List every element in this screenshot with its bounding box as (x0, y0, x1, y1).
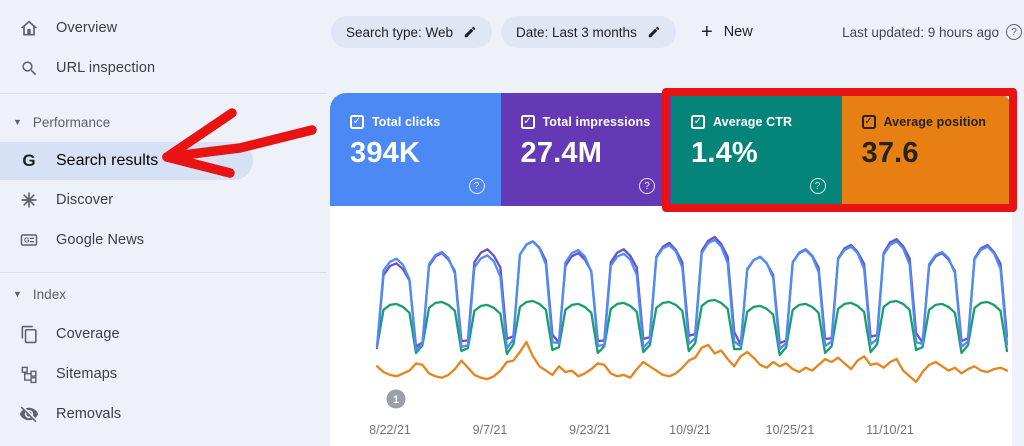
search-icon (18, 59, 40, 78)
performance-report-panel: ✓ Total clicks 394K ? ✓ Total impression… (330, 93, 1012, 446)
help-icon[interactable]: ? (1006, 24, 1022, 40)
checkbox-checked-icon[interactable]: ✓ (861, 115, 876, 129)
sidebar-item-label: Coverage (56, 326, 120, 342)
sidebar-item-label: Overview (56, 20, 118, 36)
edit-pencil-icon[interactable] (647, 25, 661, 39)
metric-card-average-ctr[interactable]: ✓ Average CTR 1.4% ? (671, 93, 842, 206)
sidebar-item-search-results[interactable]: G Search results (0, 142, 253, 180)
performance-chart[interactable]: 8/22/21 9/7/21 9/23/21 10/9/21 10/25/21 11/10… (335, 215, 1024, 446)
sitemap-icon (18, 365, 40, 384)
chart-line-position (375, 340, 1009, 384)
sidebar-item-label: URL inspection (56, 60, 156, 76)
pages-icon (18, 325, 40, 344)
sidebar-item-google-news[interactable]: G Google News (0, 220, 327, 260)
date-range-chip[interactable]: Date: Last 3 months (501, 16, 676, 48)
sidebar-item-url-inspection[interactable]: URL inspection (0, 48, 327, 88)
x-axis-tick-label: 10/9/21 (669, 423, 711, 437)
metric-card-total-clicks[interactable]: ✓ Total clicks 394K ? (330, 93, 501, 206)
x-axis-tick-label: 10/25/21 (766, 423, 815, 437)
checkbox-checked-icon[interactable]: ✓ (520, 115, 535, 129)
chevron-down-icon: ▼ (13, 288, 22, 299)
x-axis-tick-label: 8/22/21 (369, 423, 411, 437)
last-updated: Last updated: 9 hours ago ? (842, 16, 1022, 48)
metric-label: Average position (883, 115, 987, 129)
checkbox-checked-icon[interactable]: ✓ (691, 115, 705, 129)
last-updated-text: Last updated: 9 hours ago (842, 24, 999, 40)
sidebar-item-removals[interactable]: Removals (0, 394, 327, 434)
help-icon[interactable]: ? (468, 178, 485, 194)
metric-cards-row: ✓ Total clicks 394K ? ✓ Total impression… (330, 93, 1012, 206)
home-icon (18, 18, 40, 38)
metric-value: 394K (350, 137, 421, 169)
sidebar-item-overview[interactable]: Overview (0, 8, 327, 48)
spark-icon (18, 191, 40, 209)
sidebar: Overview URL inspection ▼ Performance G … (0, 0, 327, 446)
google-g-icon: G (22, 151, 36, 170)
sidebar-item-coverage[interactable]: Coverage (0, 314, 327, 354)
help-icon[interactable]: ? (809, 178, 826, 194)
chart-marker-badge (386, 389, 406, 409)
metric-label: Average CTR (713, 115, 793, 129)
help-icon[interactable]: ? (639, 178, 655, 194)
edit-pencil-icon[interactable] (463, 25, 477, 39)
sidebar-item-label: Discover (56, 192, 114, 208)
sidebar-section-index[interactable]: ▼ Index (0, 281, 327, 307)
chart-line-ctr (375, 298, 1009, 357)
metric-card-average-position[interactable]: ✓ Average position 37.6 (841, 93, 1012, 206)
search-type-chip-label: Search type: Web (346, 24, 454, 40)
sidebar-divider (0, 272, 327, 273)
search-type-chip[interactable]: Search type: Web (331, 16, 493, 48)
x-axis-tick-label: 11/10/21 (866, 423, 914, 437)
sidebar-item-discover[interactable]: Discover (0, 180, 327, 220)
metric-card-total-impressions[interactable]: ✓ Total impressions 27.4M ? (500, 93, 671, 206)
sidebar-divider (0, 93, 327, 94)
news-icon: G (18, 230, 40, 250)
sidebar-item-label: Sitemaps (56, 366, 118, 382)
checkbox-checked-icon[interactable]: ✓ (350, 115, 364, 129)
section-label: Index (32, 286, 66, 302)
plus-icon: + (701, 21, 713, 43)
section-label: Performance (32, 114, 111, 130)
x-axis-tick-label: 9/7/21 (473, 423, 508, 437)
chevron-down-icon: ▼ (13, 116, 22, 127)
metric-value: 37.6 (861, 137, 919, 169)
metric-label: Total impressions (542, 115, 651, 129)
new-button-label: New (723, 24, 753, 40)
sidebar-item-label: Google News (56, 232, 145, 248)
new-button[interactable]: + New (701, 16, 753, 48)
eye-off-icon (18, 404, 40, 424)
sidebar-item-sitemaps[interactable]: Sitemaps (0, 354, 327, 394)
chart-marker-badge-label: 1 (393, 394, 399, 406)
date-range-chip-label: Date: Last 3 months (516, 24, 637, 40)
metric-label: Total clicks (372, 115, 441, 129)
chart-line-clicks (375, 238, 1009, 352)
sidebar-section-performance[interactable]: ▼ Performance (0, 102, 327, 142)
sidebar-item-label: Removals (56, 406, 122, 422)
chart-line-impressions (375, 235, 1009, 350)
sidebar-item-label: Search results (56, 152, 159, 169)
metric-value: 1.4% (691, 137, 758, 169)
x-axis-tick-label: 9/23/21 (569, 423, 611, 437)
svg-text:G: G (24, 237, 30, 245)
metric-value: 27.4M (520, 137, 603, 169)
